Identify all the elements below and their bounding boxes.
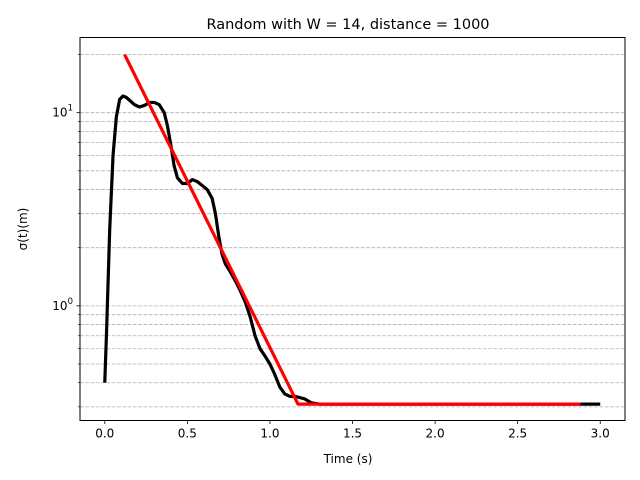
chart-title: Random with W = 14, distance = 1000 <box>206 17 489 33</box>
series-line-fit <box>123 53 581 406</box>
x-axis: 0.0 0.5 1.0 1.5 2.0 2.5 3.0 <box>95 420 610 441</box>
y-axis-label: σ(t)(m) <box>16 208 30 251</box>
y-tick-label: 101 <box>52 104 73 120</box>
x-tick-label: 3.0 <box>591 427 610 441</box>
series-line-measured <box>103 94 601 406</box>
x-tick-label: 1.0 <box>260 427 279 441</box>
x-tick-label: 2.0 <box>426 427 445 441</box>
x-tick-label: 2.5 <box>508 427 527 441</box>
x-tick-label: 1.5 <box>343 427 362 441</box>
grid-lines <box>80 54 625 408</box>
x-tick-label: 0.0 <box>95 427 114 441</box>
y-axis: 100 101 <box>52 54 80 408</box>
x-axis-label: Time (s) <box>323 452 373 466</box>
plot-series <box>103 53 601 406</box>
x-tick-label: 0.5 <box>178 427 197 441</box>
y-tick-label: 100 <box>52 297 73 313</box>
